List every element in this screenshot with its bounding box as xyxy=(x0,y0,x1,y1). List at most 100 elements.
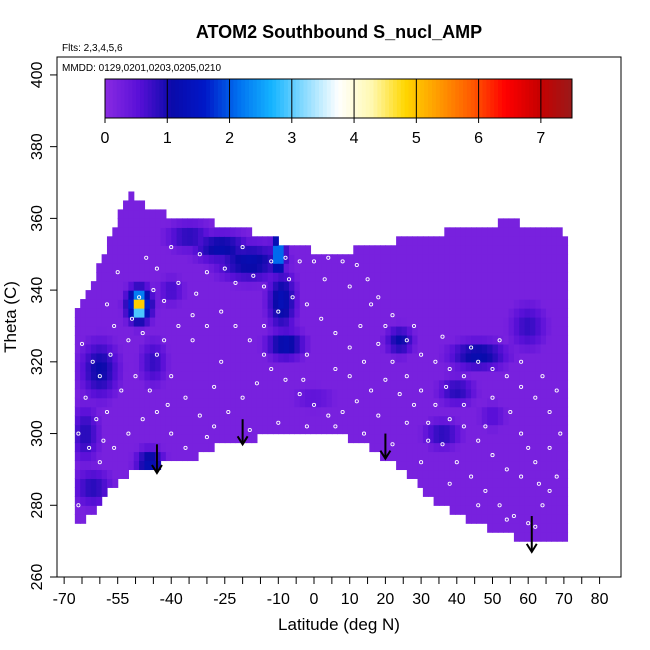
heatmap-cell xyxy=(144,245,151,255)
heatmap-cell xyxy=(460,442,467,453)
heatmap-cell xyxy=(230,290,237,300)
heatmap-cell xyxy=(401,451,408,462)
heatmap-cell xyxy=(251,433,258,444)
heatmap-cell xyxy=(401,299,408,309)
sample-point xyxy=(490,366,495,372)
heatmap-cell xyxy=(422,370,429,381)
heatmap-cell xyxy=(497,496,504,506)
heatmap-cell xyxy=(128,451,135,462)
heatmap-cell xyxy=(74,370,81,381)
heatmap-cell xyxy=(503,290,510,300)
heatmap-cell xyxy=(155,317,162,327)
heatmap-cell xyxy=(417,397,424,408)
heatmap-cell xyxy=(369,361,376,372)
heatmap-cell xyxy=(74,308,81,318)
heatmap-cell xyxy=(294,388,301,399)
heatmap-cell xyxy=(347,334,354,345)
heatmap-cell xyxy=(422,272,429,282)
heatmap-cell xyxy=(176,290,183,300)
heatmap-cell xyxy=(155,442,162,453)
sample-point xyxy=(497,503,502,508)
heatmap-cell xyxy=(471,406,478,417)
heatmap-cell xyxy=(369,308,376,318)
heatmap-cell xyxy=(508,325,515,336)
heatmap-cell xyxy=(401,460,408,471)
heatmap-cell xyxy=(337,415,344,426)
heatmap-cell xyxy=(128,424,135,435)
heatmap-cell xyxy=(551,361,558,372)
heatmap-cell xyxy=(396,406,403,417)
heatmap-cell xyxy=(444,227,451,237)
sample-point xyxy=(333,331,338,336)
heatmap-cell xyxy=(246,424,253,435)
heatmap-cell xyxy=(380,442,386,453)
heatmap-cell xyxy=(230,397,237,408)
heatmap-cell xyxy=(240,290,247,300)
heatmap-cell xyxy=(401,442,408,453)
heatmap-cell xyxy=(460,343,467,354)
sample-point xyxy=(490,453,495,458)
sample-point xyxy=(504,517,509,522)
heatmap-cell xyxy=(85,299,92,309)
heatmap-cell xyxy=(337,272,344,282)
heatmap-cell xyxy=(165,317,172,327)
heatmap-cell xyxy=(422,317,429,327)
heatmap-cell xyxy=(165,263,172,273)
heatmap-cell xyxy=(492,325,499,336)
heatmap-cell xyxy=(321,343,328,354)
heatmap-cell xyxy=(326,308,333,318)
heatmap-cell xyxy=(374,263,381,273)
heatmap-cell xyxy=(551,245,558,255)
heatmap-cell xyxy=(556,352,563,363)
heatmap-cell xyxy=(305,352,312,363)
heatmap-cell xyxy=(106,370,113,381)
heatmap-cell xyxy=(562,469,569,479)
heatmap-cell xyxy=(230,361,237,372)
heatmap-cell xyxy=(529,397,536,408)
heatmap-cell xyxy=(123,254,129,264)
heatmap-cell xyxy=(283,272,290,282)
heatmap-cell xyxy=(535,379,542,390)
heatmap-cell xyxy=(165,308,172,318)
heatmap-cell xyxy=(562,523,569,533)
heatmap-cell xyxy=(160,272,167,282)
heatmap-cell xyxy=(540,361,547,372)
heatmap-cell xyxy=(208,227,215,237)
heatmap-cell xyxy=(128,397,135,408)
heatmap-cell xyxy=(90,334,97,345)
sample-point xyxy=(154,409,159,415)
heatmap-cell xyxy=(96,379,103,390)
sample-point xyxy=(404,374,409,379)
heatmap-cell xyxy=(101,424,108,435)
heatmap-cell xyxy=(326,325,333,336)
heatmap-cell xyxy=(321,379,328,390)
heatmap-cell xyxy=(101,254,108,264)
heatmap-cell xyxy=(455,308,461,318)
heatmap-cell xyxy=(508,343,515,354)
heatmap-cell xyxy=(139,442,146,453)
heatmap-cell xyxy=(471,299,478,309)
heatmap-cell xyxy=(385,451,392,462)
x-tick-label: 0 xyxy=(310,591,319,608)
heatmap-cell xyxy=(278,361,285,372)
heatmap-cell xyxy=(342,370,349,381)
heatmap-cell xyxy=(251,254,258,264)
heatmap-cell xyxy=(369,370,376,381)
heatmap-cell xyxy=(540,236,547,246)
heatmap-cell xyxy=(331,263,338,273)
heatmap-cell xyxy=(96,317,103,327)
sample-point xyxy=(533,460,538,465)
heatmap-cell xyxy=(198,361,204,372)
heatmap-cell xyxy=(455,406,461,417)
heatmap-cell xyxy=(267,325,274,336)
heatmap-cell xyxy=(406,343,413,354)
heatmap-cell xyxy=(524,487,531,497)
heatmap-cell xyxy=(128,245,135,255)
heatmap-cell xyxy=(305,361,312,372)
heatmap-cell xyxy=(513,236,520,246)
heatmap-cell xyxy=(428,487,435,497)
heatmap-cell xyxy=(390,290,397,300)
heatmap-cell xyxy=(369,325,376,336)
heatmap-cell xyxy=(524,317,531,327)
